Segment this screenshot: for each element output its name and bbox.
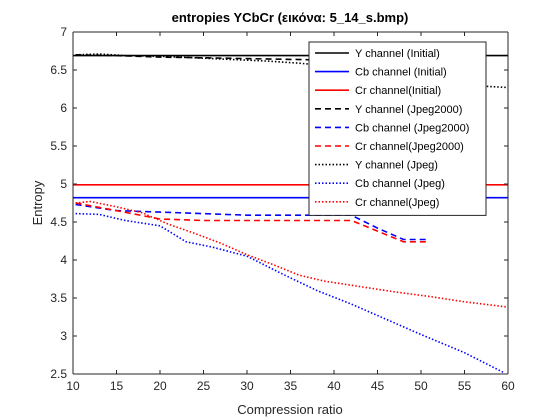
legend-label-4: Y channel (Jpeg2000) [355,104,462,116]
series-line-6 [75,202,430,243]
x-tick-label: 45 [371,379,385,393]
y-tick-label: 6.5 [50,63,67,77]
y-tick-label: 4.5 [50,215,67,229]
y-axis-title: Entropy [30,180,45,225]
legend: Y channel (Initial) Cb channel (Initial) C… [308,41,487,216]
legend-label-5: Cb channel (Jpeg2000) [355,122,469,134]
x-tick-label: 20 [153,379,167,393]
series-line-8 [75,212,504,374]
legend-label-3: Cr channel(Initial) [355,85,441,97]
x-tick-label: 10 [66,379,80,393]
x-tick-label: 40 [327,379,341,393]
ticks-layer: 10 15 20 25 30 35 40 45 50 55 60 2.5 3 3.5 4 4.5 5 5.5 6 6.… [50,25,515,393]
legend-label-9: Cr channel(Jpeg) [355,197,439,209]
y-tick-label: 7 [60,25,67,39]
y-tick-label: 6 [60,101,67,115]
legend-label-7: Y channel (Jpeg) [355,160,438,172]
x-tick-label: 35 [284,379,298,393]
x-tick-label: 50 [414,379,428,393]
legend-label-8: Cb channel (Jpeg) [355,178,445,190]
y-tick-label: 5 [60,177,67,191]
x-tick-label: 60 [501,379,515,393]
chart-title: entropies YCbCr (εικόνα: 5_14_s.bmp) [172,10,409,25]
y-tick-label: 5.5 [50,139,67,153]
x-tick-label: 30 [240,379,254,393]
y-tick-label: 3.5 [50,291,67,305]
legend-label-6: Cr channel(Jpeg2000) [355,141,464,153]
x-tick-label: 55 [458,379,472,393]
x-tick-label: 25 [197,379,211,393]
x-axis-title: Compression ratio [237,402,343,417]
x-tick-label: 15 [110,379,124,393]
y-tick-label: 3 [60,329,67,343]
legend-label-1: Y channel (Initial) [355,48,440,60]
series-line-5 [75,203,430,241]
y-tick-label: 2.5 [50,367,67,381]
legend-label-2: Cb channel (Initial) [355,67,447,79]
y-tick-label: 4 [60,253,67,267]
